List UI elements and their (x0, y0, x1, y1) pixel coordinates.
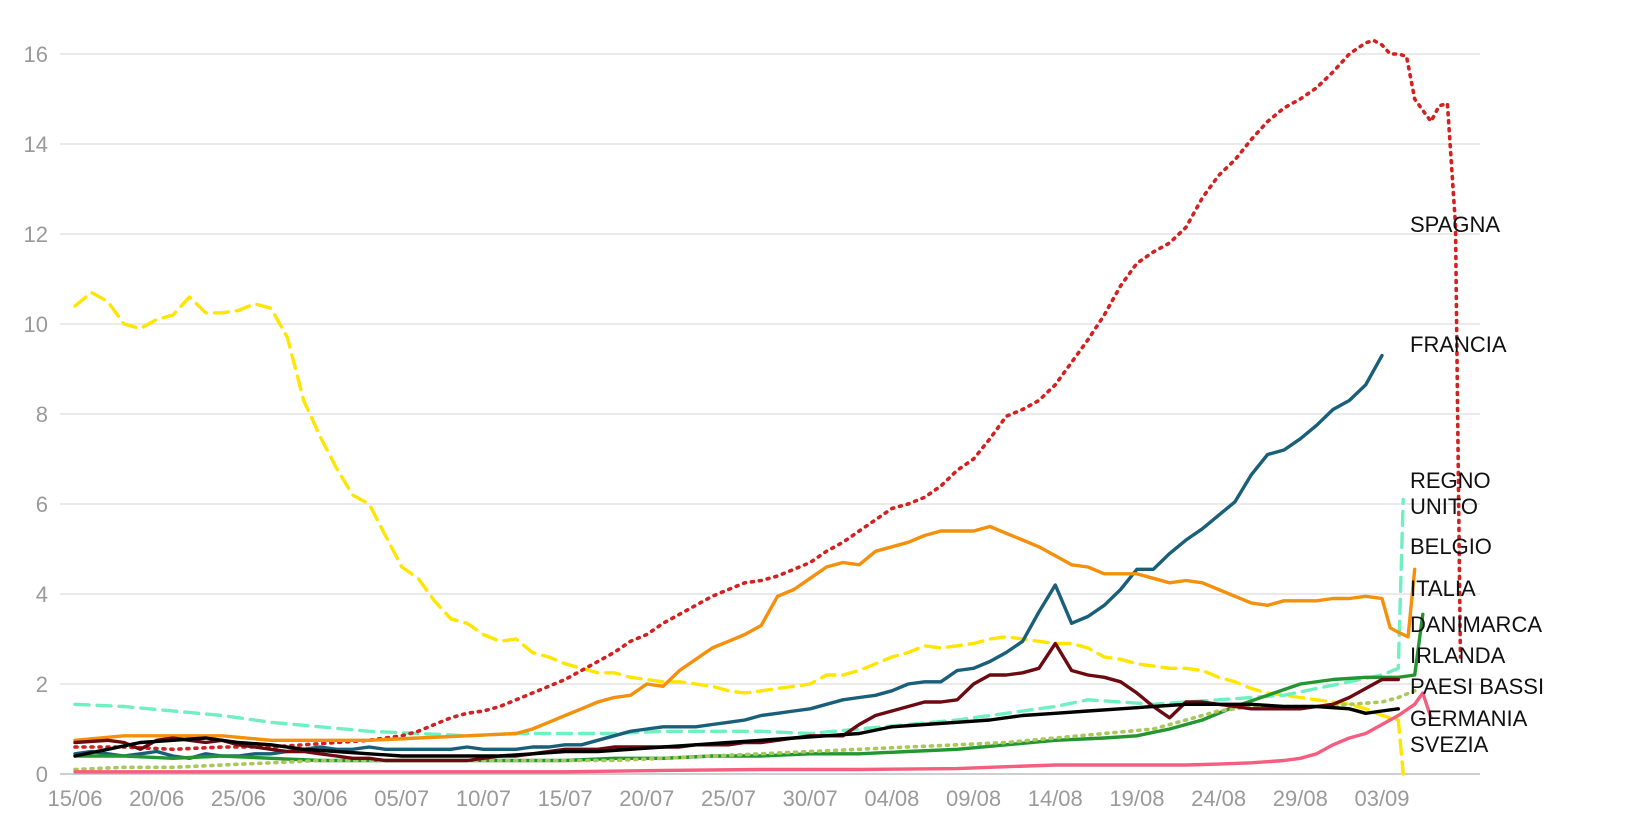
x-tick-label: 20/06 (129, 786, 184, 811)
y-tick-label: 16 (24, 42, 48, 67)
y-axis-ticks: 0 2 4 6 8 10 12 14 16 (24, 42, 48, 787)
y-tick-label: 2 (36, 672, 48, 697)
series-end-label: UNITO (1410, 494, 1478, 519)
series-end-label: ITALIA (1410, 576, 1476, 601)
series-lines (73, 38, 1463, 776)
y-tick-label: 10 (24, 312, 48, 337)
series-line-danimarca (73, 38, 1463, 752)
series-line-svezia-pink (73, 691, 1433, 774)
x-tick-label: 14/08 (1028, 786, 1083, 811)
y-tick-label: 12 (24, 222, 48, 247)
x-tick-label: 30/06 (293, 786, 348, 811)
series-end-label: GERMANIA (1410, 706, 1528, 731)
series-line-paesi-bassi (73, 702, 1400, 758)
y-tick-label: 8 (36, 402, 48, 427)
x-tick-label: 09/08 (946, 786, 1001, 811)
x-tick-label: 19/08 (1109, 786, 1164, 811)
x-tick-label: 20/07 (619, 786, 674, 811)
series-line-francia (73, 353, 1384, 760)
x-axis-ticks: 15/06 20/06 25/06 30/06 05/07 10/07 15/07 20/07… (47, 786, 1409, 811)
series-end-label: IRLANDA (1410, 643, 1506, 668)
x-tick-label: 25/07 (701, 786, 756, 811)
y-tick-label: 14 (24, 132, 48, 157)
gridlines (60, 53, 1480, 775)
x-tick-label: 15/06 (47, 786, 102, 811)
series-line-regno-unito (73, 497, 1405, 738)
series-end-label: FRANCIA (1410, 332, 1507, 357)
x-tick-label: 30/07 (783, 786, 838, 811)
series-end-label: SVEZIA (1410, 732, 1489, 757)
y-tick-label: 6 (36, 492, 48, 517)
series-end-label: REGNO (1410, 468, 1491, 493)
x-tick-label: 03/09 (1354, 786, 1409, 811)
x-tick-label: 25/06 (211, 786, 266, 811)
x-tick-label: 10/07 (456, 786, 511, 811)
x-tick-label: 05/07 (374, 786, 429, 811)
series-line-belgio (73, 524, 1417, 742)
y-tick-label: 4 (36, 582, 48, 607)
series-line-italia (73, 612, 1425, 763)
series-end-label: SPAGNA (1410, 212, 1500, 237)
x-tick-label: 04/08 (864, 786, 919, 811)
x-tick-label: 24/08 (1191, 786, 1246, 811)
series-line-svezia (73, 290, 1405, 776)
y-tick-label: 0 (36, 762, 48, 787)
series-end-label: PAESI BASSI (1410, 674, 1544, 699)
x-tick-label: 15/07 (538, 786, 593, 811)
series-end-label: DANIMARCA (1410, 612, 1542, 637)
x-tick-label: 29/08 (1273, 786, 1328, 811)
series-end-label: BELGIO (1410, 534, 1492, 559)
